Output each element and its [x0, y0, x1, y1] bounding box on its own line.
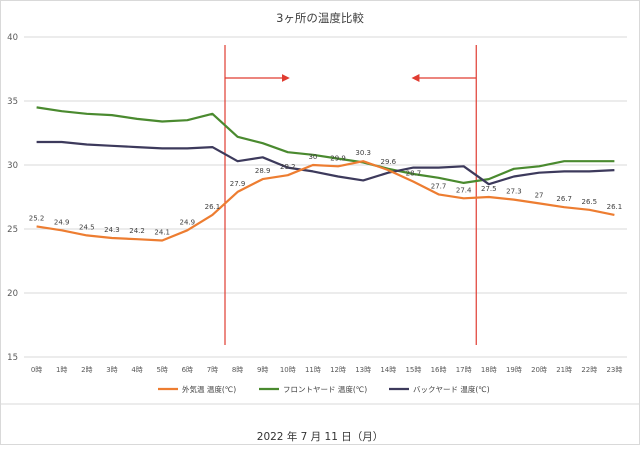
x-tick-label: 13時: [355, 366, 371, 374]
data-label: 29.9: [330, 154, 346, 162]
data-label: 29.2: [280, 163, 296, 171]
x-tick-label: 12時: [330, 366, 346, 374]
data-label: 30.3: [355, 149, 371, 157]
x-tick-label: 0時: [31, 366, 42, 374]
data-label: 28.9: [255, 167, 271, 175]
data-labels: 25.2 24.9 24.5 24.3 24.2 24.1 24.9 26.1 27.9 28.9…: [29, 149, 622, 236]
series-line-0: [36, 160, 615, 242]
y-tick-label: 30: [7, 161, 18, 171]
data-label: 28.7: [406, 170, 422, 178]
legend-label-0: 外気温 温度(℃): [182, 384, 236, 394]
x-tick-label: 22時: [581, 366, 597, 374]
x-tick-label: 14時: [380, 366, 396, 374]
series-line-1: [36, 106, 615, 184]
data-label: 24.5: [79, 223, 95, 231]
x-tick-label: 10時: [280, 366, 296, 374]
y-tick-label: 40: [7, 33, 18, 43]
y-tick-label: 20: [7, 289, 18, 299]
x-tick-label: 4時: [131, 366, 142, 374]
x-tick-label: 23時: [606, 366, 622, 374]
data-label: 26.1: [205, 203, 221, 211]
data-label: 24.1: [154, 229, 170, 237]
chart-title: 3ヶ所の温度比較: [276, 11, 364, 25]
gridlines: [24, 36, 627, 358]
data-label: 30: [308, 153, 317, 161]
legend-label-1: フロントヤード 温度(℃): [283, 384, 367, 394]
data-label: 26.7: [556, 195, 572, 203]
data-label: 27.9: [230, 180, 246, 188]
data-label: 26.5: [582, 198, 598, 206]
data-label: 24.2: [129, 227, 145, 235]
y-axis: 15 20 25 30 35 40: [7, 33, 18, 363]
x-tick-label: 20時: [531, 366, 547, 374]
data-label: 27.3: [506, 188, 522, 196]
x-tick-label: 2時: [81, 366, 92, 374]
series-line-2: [36, 140, 615, 186]
x-tick-label: 1時: [56, 366, 67, 374]
y-tick-label: 15: [7, 353, 18, 363]
annotations: [224, 45, 477, 345]
x-tick-label: 11時: [305, 366, 321, 374]
x-tick-label: 7時: [207, 366, 218, 374]
series-group: [36, 106, 615, 242]
x-tick-label: 8時: [232, 366, 243, 374]
legend-label-2: バックヤード 温度(℃): [413, 384, 490, 394]
x-tick-label: 5時: [156, 366, 167, 374]
x-tick-label: 21時: [556, 366, 572, 374]
data-label: 27.7: [431, 182, 447, 190]
x-tick-label: 6時: [182, 366, 193, 374]
x-tick-label: 9時: [257, 366, 268, 374]
x-axis: 0時 1時 2時 3時 4時 5時 6時 7時 8時 9時 10時 11時 12時 13時 14時 15時 16…: [31, 366, 623, 374]
data-label: 26.1: [607, 203, 623, 211]
data-label: 27.4: [456, 186, 472, 194]
data-label: 24.9: [54, 218, 70, 226]
x-tick-label: 18時: [481, 366, 497, 374]
data-label: 25.2: [29, 214, 45, 222]
data-label: 24.3: [104, 226, 120, 234]
data-label: 27.5: [481, 185, 497, 193]
date-caption: 2022 年 7 月 11 日（月）: [257, 430, 383, 443]
x-tick-label: 3時: [106, 366, 117, 374]
data-label: 29.6: [381, 158, 397, 166]
data-label: 24.9: [180, 218, 196, 226]
x-tick-label: 19時: [506, 366, 522, 374]
legend: 外気温 温度(℃) フロントヤード 温度(℃) バックヤード 温度(℃): [158, 384, 490, 394]
x-tick-label: 16時: [431, 366, 447, 374]
y-tick-label: 35: [7, 97, 18, 107]
y-tick-label: 25: [7, 225, 18, 235]
x-tick-label: 17時: [456, 366, 472, 374]
x-tick-label: 15時: [405, 366, 421, 374]
data-label: 27: [535, 191, 544, 199]
